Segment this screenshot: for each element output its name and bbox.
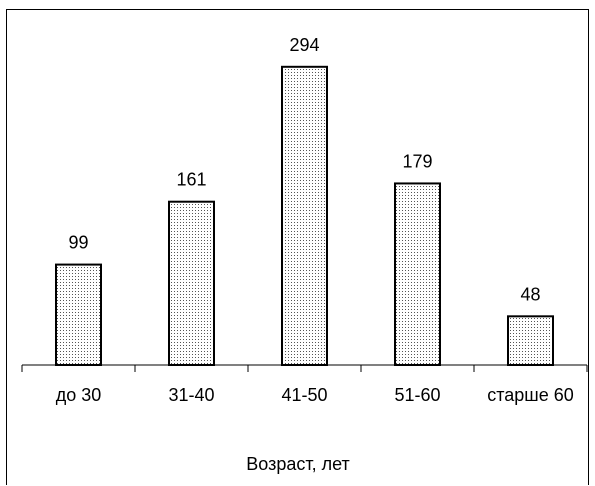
data-label-4: 48 — [520, 284, 540, 304]
data-label-3: 179 — [402, 151, 432, 171]
data-label-0: 99 — [68, 233, 88, 253]
x-tick-label-3: 51-60 — [394, 385, 440, 405]
bar-1 — [168, 200, 215, 366]
x-tick-label-4: старше 60 — [487, 385, 574, 405]
x-tick-label-1: 31-40 — [168, 385, 214, 405]
chart-frame — [6, 9, 589, 485]
x-tick-label-2: 41-50 — [281, 385, 327, 405]
bars-layer — [55, 65, 554, 367]
x-ticks-layer — [21, 365, 588, 372]
bar-0 — [55, 263, 102, 367]
labels-layer: 99 до 30 161 31-40 294 41-50 179 51-60 48 старше … — [56, 35, 574, 405]
data-label-1: 161 — [176, 170, 206, 190]
bar-4 — [507, 315, 554, 367]
bar-2 — [281, 65, 328, 367]
bar-3 — [394, 182, 441, 366]
x-axis-title: Возраст, лет — [246, 454, 350, 474]
x-tick-label-0: до 30 — [56, 385, 102, 405]
data-label-2: 294 — [289, 35, 319, 55]
